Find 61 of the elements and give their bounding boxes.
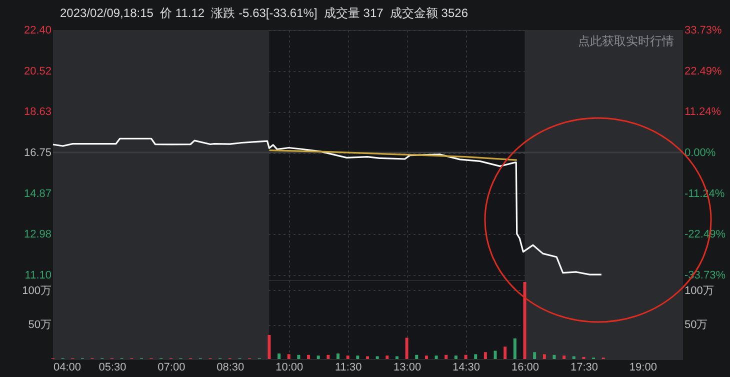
bar — [297, 354, 300, 359]
bar — [278, 354, 281, 359]
bar — [542, 354, 546, 359]
bar — [513, 338, 516, 359]
bar — [346, 356, 350, 359]
x-tick-label: 11:30 — [334, 362, 362, 374]
y-tick-label: 12.98 — [24, 228, 52, 241]
x-tick-label: 10:00 — [276, 362, 304, 374]
y-tick-label: 14.87 — [24, 188, 52, 200]
y-tick-label: 18.63 — [24, 106, 52, 118]
bar — [326, 354, 330, 359]
bar — [552, 354, 556, 359]
bar — [386, 356, 389, 359]
x-tick-label: 19:00 — [629, 362, 657, 374]
bar — [533, 352, 536, 359]
annotation: 点此获取实时行情 — [578, 34, 674, 48]
bar — [405, 338, 408, 359]
bar — [562, 356, 566, 359]
bar — [316, 356, 320, 359]
bar — [268, 334, 271, 359]
y2-tick-label: 100万 — [684, 284, 714, 297]
bar — [572, 356, 576, 359]
y-tick-label: 50万 — [28, 319, 52, 332]
bar — [336, 354, 340, 359]
x-tick-label: 16:00 — [511, 362, 540, 374]
bar — [464, 354, 468, 359]
bar — [415, 354, 418, 359]
bar — [307, 354, 310, 359]
bar — [494, 350, 497, 359]
bar — [424, 356, 428, 359]
x-tick-label: 08:30 — [216, 362, 244, 374]
bar — [474, 354, 478, 359]
bar — [287, 354, 290, 359]
line-series — [52, 138, 602, 276]
x-tick-label: 14:30 — [452, 362, 480, 374]
bar — [366, 356, 369, 359]
bar — [444, 354, 448, 359]
x-tick-label: 05:30 — [98, 362, 126, 374]
y2-tick-label: 22.49% — [684, 65, 722, 78]
bar — [454, 356, 458, 359]
y-tick-label: 11.10 — [24, 270, 52, 282]
x-tick-label: 04:00 — [54, 362, 82, 374]
y-tick-label: 22.40 — [24, 24, 52, 36]
y2-tick-label: 50万 — [684, 319, 708, 332]
y-tick-label: 100万 — [22, 284, 52, 297]
bar — [484, 352, 487, 359]
bar — [356, 356, 360, 359]
y2-tick-label: 33.73% — [684, 24, 722, 36]
bar — [376, 356, 379, 359]
bar — [504, 346, 507, 359]
x-tick-label: 13:00 — [394, 362, 422, 374]
x-tick-label: 07:00 — [158, 362, 186, 374]
y-tick-label: 20.52 — [24, 65, 52, 78]
chart-title: 2023/02/09,18:15 价 11.12 涨跌 -5.63[-33.61%] 成交量 317 成交金额 3526 — [60, 5, 468, 22]
bar — [434, 356, 438, 359]
y2-tick-label: 11.24% — [684, 106, 722, 118]
bar — [395, 356, 398, 359]
x-tick-label: 17:30 — [570, 362, 598, 374]
line-series — [268, 150, 518, 161]
y-tick-label: 16.75 — [24, 147, 52, 160]
y2-tick-label: 0.00% — [684, 147, 716, 160]
